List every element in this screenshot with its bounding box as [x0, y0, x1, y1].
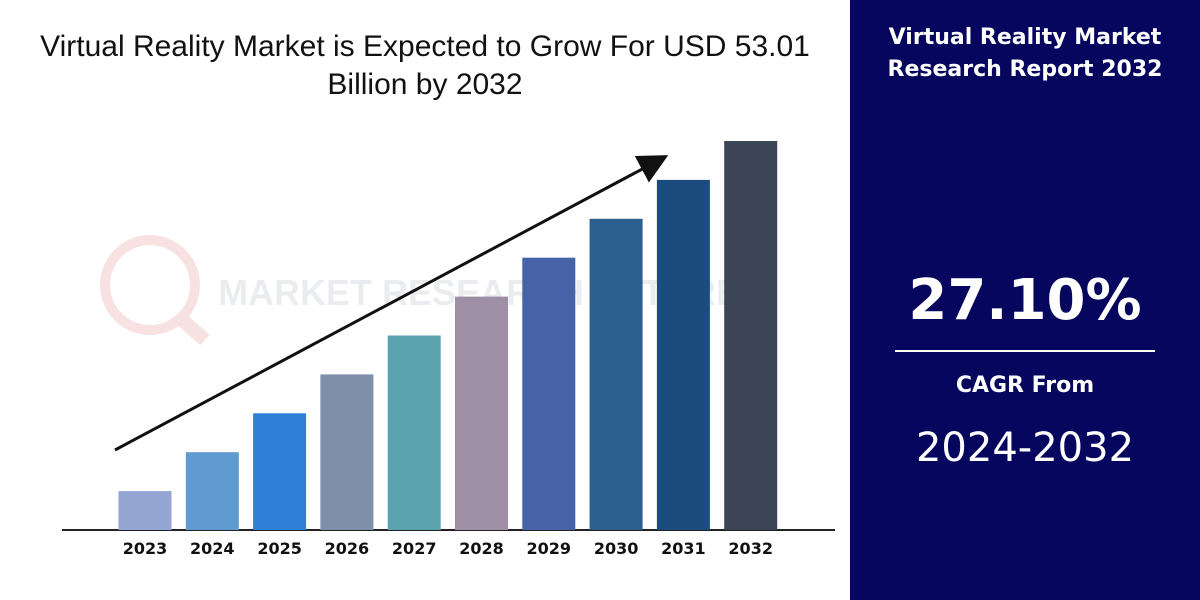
x-tick-label: 2032 — [728, 539, 773, 558]
panel-heading-line2: Research Report 2032 — [887, 57, 1163, 82]
summary-panel: Virtual Reality Market Research Report 2… — [850, 0, 1200, 600]
bar-2025 — [253, 413, 307, 530]
watermark-magnifier-icon — [100, 235, 200, 335]
bar-2031 — [656, 179, 710, 530]
bar-2030 — [589, 218, 643, 531]
x-tick-label: 2026 — [325, 539, 370, 558]
bar-2029 — [522, 257, 576, 530]
watermark-logo: MARKET RESEARCH FUTURE — [100, 235, 740, 346]
divider — [895, 350, 1155, 352]
bar-2028 — [455, 296, 508, 530]
panel-heading-line1: Virtual Reality Market — [888, 25, 1162, 50]
x-tick-label: 2025 — [257, 539, 302, 558]
chart-title: Virtual Reality Market is Expected to Gr… — [40, 30, 810, 101]
trend-arrow — [114, 155, 669, 452]
bar-2026 — [320, 374, 374, 530]
x-tick-label: 2027 — [392, 539, 437, 558]
bar-2024 — [185, 452, 239, 530]
bar-chart: MARKET RESEARCH FUTURE 2023 2024 2025 2026 2… — [62, 141, 835, 558]
cagr-label: CAGR From — [955, 373, 1095, 398]
bar-2032 — [724, 141, 778, 530]
bar-2027 — [387, 335, 441, 530]
cagr-value: 27.10% — [908, 268, 1142, 333]
x-tick-label: 2029 — [527, 539, 572, 558]
x-tick-label: 2030 — [594, 539, 639, 558]
x-tick-label: 2024 — [190, 539, 235, 558]
x-tick-label: 2031 — [661, 539, 706, 558]
x-tick-label: 2028 — [459, 539, 504, 558]
x-tick-label: 2023 — [123, 539, 168, 558]
cagr-period: 2024-2032 — [915, 425, 1135, 471]
panel-heading: Virtual Reality Market Research Report 2… — [850, 22, 1200, 86]
bar-2023 — [118, 491, 172, 530]
